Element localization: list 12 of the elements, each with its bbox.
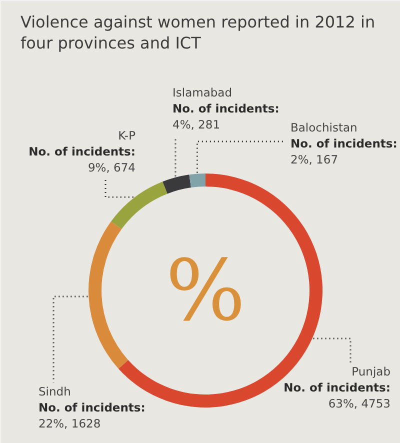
slice-label: Sindh (38, 384, 71, 398)
data-label: No. of incidents: 4%, 281 (172, 102, 280, 132)
slice-label: Balochistan (290, 120, 358, 134)
data-label: No. of incidents: 22%, 1628 (38, 400, 146, 430)
text: % (166, 242, 246, 340)
slice-label: Punjab (352, 364, 391, 378)
chart-title: Violence against women reported in 2012 in four provinces and ICT (20, 12, 376, 52)
data-label: No. of incidents: 63%, 4753 (284, 380, 391, 410)
slice-label: Islamabad (172, 86, 232, 100)
data-label: No. of incidents: 2%, 167 (290, 136, 398, 166)
slice-label: K-P (118, 128, 136, 142)
data-label: No. of incidents: 9%, 674 (28, 144, 136, 174)
